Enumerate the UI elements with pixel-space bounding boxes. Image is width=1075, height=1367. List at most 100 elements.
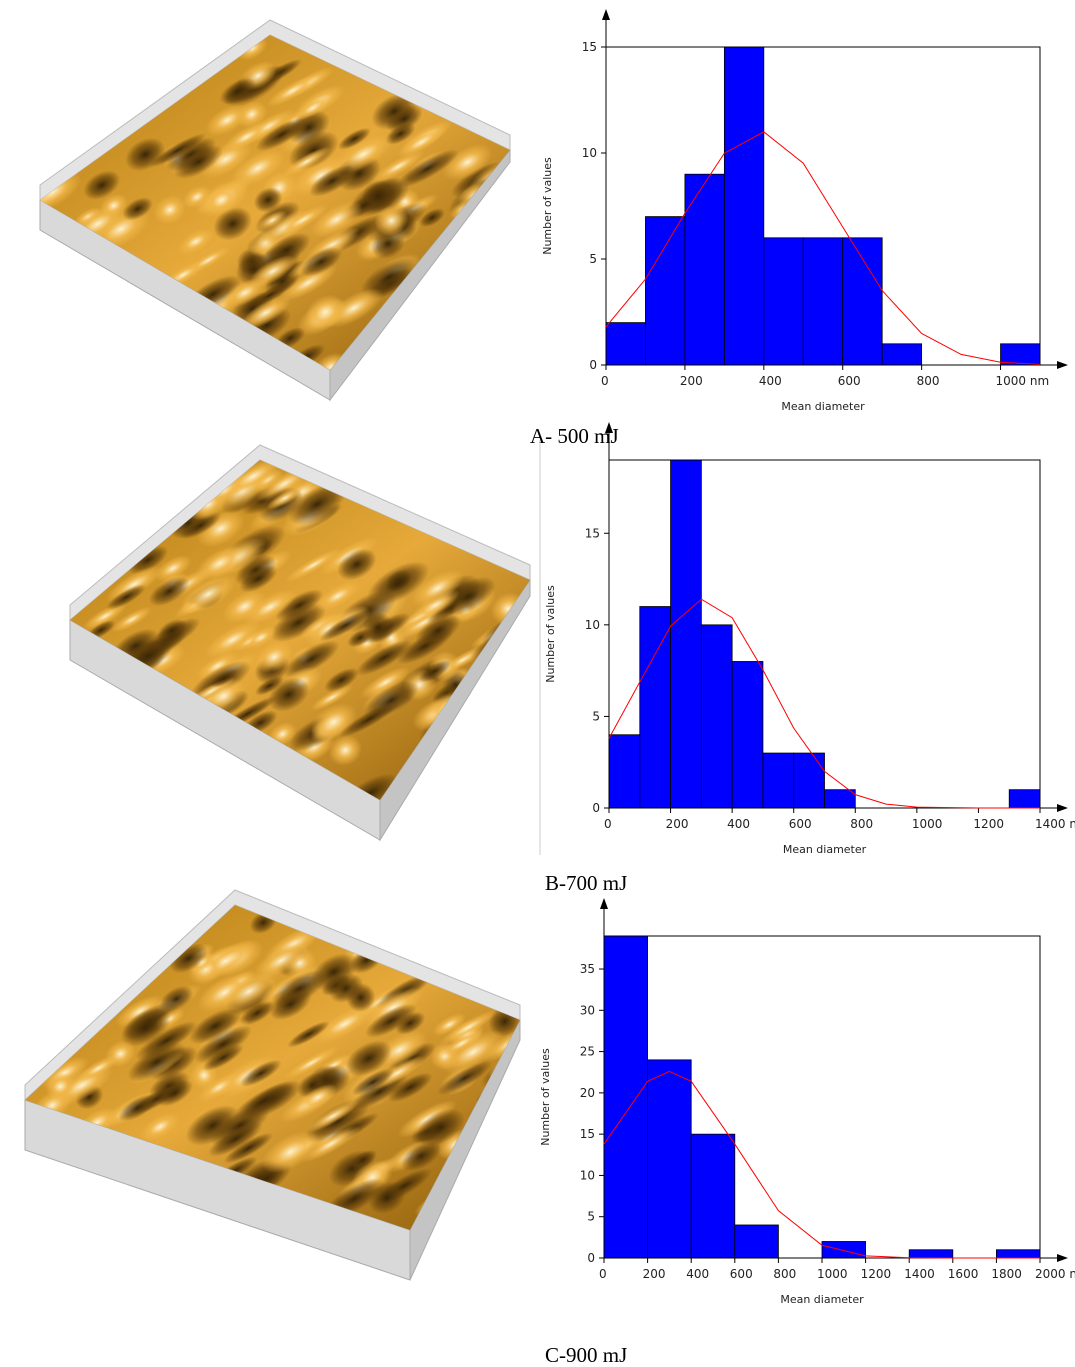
afm-bump	[249, 255, 297, 288]
afm-bump	[396, 149, 459, 189]
y-tick-label: 15	[580, 1127, 595, 1141]
afm-bump	[99, 193, 128, 218]
afm-bump	[194, 1025, 252, 1064]
afm-bump	[156, 618, 188, 643]
bar	[645, 216, 686, 366]
y-tick-label: 5	[589, 252, 597, 266]
afm-image	[69, 444, 578, 842]
afm-bump	[283, 640, 340, 678]
y-tick-label: 15	[585, 526, 600, 540]
afm-bump	[208, 1121, 263, 1157]
bar	[908, 1249, 954, 1259]
y-tick-label: 35	[580, 962, 595, 976]
x-axis-label: Mean diameter	[783, 843, 867, 856]
fit-curve	[603, 1070, 1040, 1259]
afm-bump	[220, 971, 277, 1012]
afm-bump	[457, 230, 510, 270]
y-tick-label: 25	[580, 1045, 595, 1059]
afm-bump	[361, 179, 396, 212]
afm-bump	[180, 574, 237, 614]
afm-bump	[424, 277, 454, 302]
afm-bump	[294, 95, 332, 121]
afm-bump	[275, 589, 324, 622]
afm-bump	[310, 201, 363, 238]
afm-bump	[348, 1149, 378, 1170]
afm-bump	[204, 185, 239, 215]
afm-bump	[432, 1013, 467, 1036]
y-axis-label: Number of values	[544, 585, 557, 683]
afm-bump	[240, 1059, 282, 1087]
afm-bump	[328, 734, 363, 766]
afm-bump	[397, 126, 446, 158]
x-tick-label: 1000	[912, 817, 943, 831]
x-tick-label: 200	[666, 817, 689, 831]
afm-bump	[324, 667, 359, 693]
afm-bump	[127, 1041, 186, 1082]
afm-bump	[253, 187, 283, 213]
afm-bump	[439, 1010, 497, 1045]
afm-bump	[309, 165, 356, 197]
afm-bump	[310, 684, 353, 711]
x-tick-label: 600	[838, 374, 861, 388]
afm-bump	[395, 1011, 426, 1035]
afm-bump	[189, 1007, 242, 1045]
x-tick-label: 400	[759, 374, 782, 388]
afm-bump	[479, 225, 508, 246]
afm-bump	[345, 1040, 392, 1077]
afm-bump	[255, 117, 308, 152]
fit-curve	[605, 131, 1041, 365]
afm-bump	[270, 603, 326, 642]
bar	[608, 734, 641, 809]
bar	[1008, 789, 1041, 809]
afm-bump	[82, 602, 128, 631]
x-tick-label: 800	[773, 1267, 796, 1281]
afm-bump	[337, 127, 371, 150]
frame	[604, 935, 1041, 1258]
afm-bump	[253, 942, 309, 980]
afm-bump	[440, 1029, 484, 1057]
afm-bump	[418, 660, 452, 683]
afm-bump	[245, 626, 277, 649]
arrow	[1057, 1254, 1068, 1262]
afm-bump	[239, 1000, 276, 1026]
bar	[647, 1059, 692, 1259]
x-tick-label: 1800	[991, 1267, 1022, 1281]
x-axis-label: Mean diameter	[781, 400, 865, 413]
x-tick-label: 600	[730, 1267, 753, 1281]
y-tick-label: 0	[592, 801, 600, 815]
afm-bump	[115, 994, 164, 1028]
afm-bump	[120, 1008, 171, 1047]
afm-bump	[118, 1094, 158, 1122]
afm-bump	[199, 140, 253, 179]
afm-bump	[537, 623, 578, 661]
x-tick-label: 800	[850, 817, 873, 831]
afm-bump	[45, 1072, 76, 1100]
afm-bump	[315, 580, 361, 611]
afm-bump	[196, 651, 239, 680]
bar	[762, 752, 795, 809]
bar	[802, 237, 844, 366]
afm-bump	[204, 620, 262, 659]
afm-bump	[106, 584, 147, 610]
afm-bump	[261, 1130, 320, 1173]
afm-image	[24, 889, 521, 1281]
afm-surface	[25, 905, 520, 1230]
afm-bump	[277, 204, 328, 236]
x-tick-label: 400	[727, 817, 750, 831]
y-axis-label: Number of values	[539, 1048, 552, 1146]
bar	[763, 237, 804, 366]
y-tick-label: 15	[582, 40, 597, 54]
afm-bump	[240, 296, 291, 330]
frame	[606, 46, 1041, 365]
afm-bump	[255, 641, 294, 673]
arrow	[1057, 361, 1068, 369]
afm-bump	[319, 609, 372, 642]
afm-bump	[287, 1021, 330, 1048]
afm-bump	[362, 612, 395, 644]
afm-bump	[351, 1068, 395, 1096]
fit-curve	[608, 598, 1040, 809]
afm-bump	[105, 1040, 136, 1068]
afm-bump	[415, 613, 461, 648]
x-tick-label: 400	[686, 1267, 709, 1281]
x-tick-label: 1400	[904, 1267, 935, 1281]
